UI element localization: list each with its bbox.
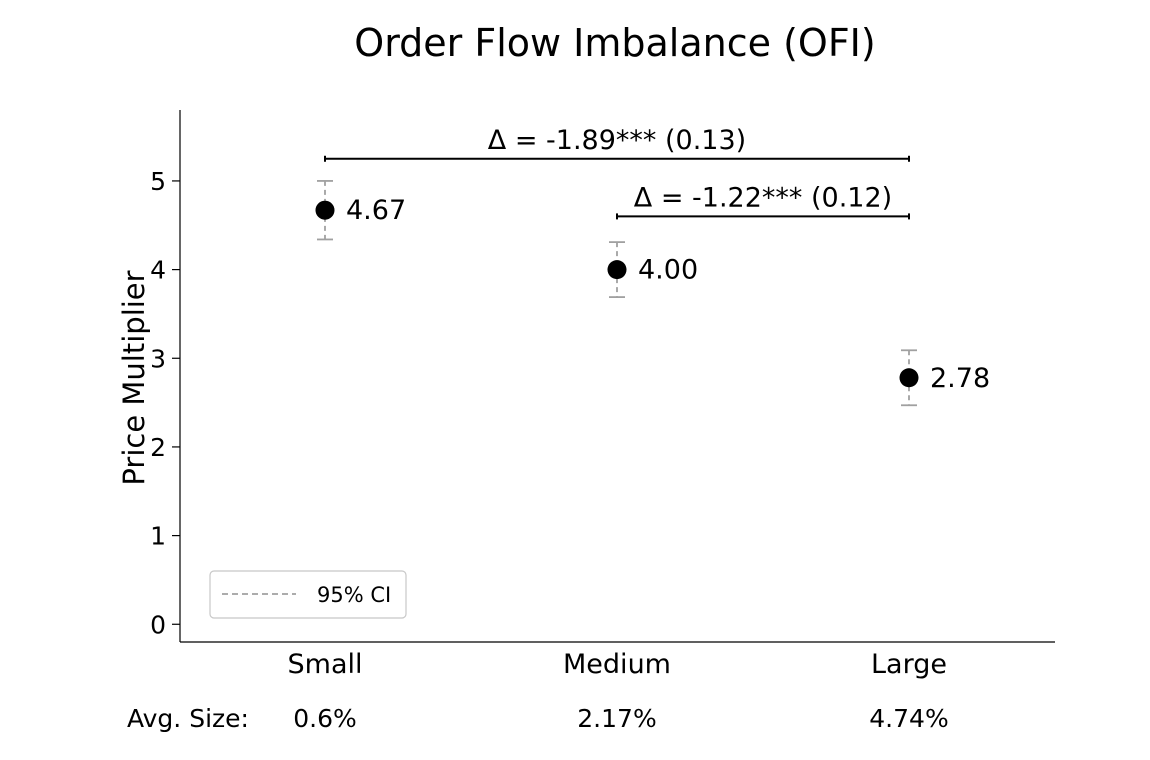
category-label: Small xyxy=(288,649,363,680)
data-points: 4.67 4.00 2.78 xyxy=(315,180,990,407)
y-tick-label: 2 xyxy=(150,433,166,462)
avg-size-value: 4.74% xyxy=(869,704,948,733)
delta-annotations: Δ = -1.89*** (0.13) Δ = -1.22*** (0.12) xyxy=(324,125,910,220)
y-tick-label: 0 xyxy=(150,610,166,639)
data-label: 4.00 xyxy=(638,255,698,286)
avg-size-row: Avg. Size: 0.6% 2.17% 4.74% xyxy=(127,704,949,733)
data-point xyxy=(607,260,627,280)
y-tick-label: 4 xyxy=(150,256,166,285)
category-label: Medium xyxy=(563,649,671,680)
category-label: Large xyxy=(871,649,947,680)
avg-size-value: 2.17% xyxy=(577,704,656,733)
y-ticks: 0 1 2 3 4 5 xyxy=(150,167,180,639)
chart-title: Order Flow Imbalance (OFI) xyxy=(354,21,875,65)
legend: 95% CI xyxy=(209,570,407,619)
avg-size-values: 0.6% 2.17% 4.74% xyxy=(293,704,948,733)
avg-size-label: Avg. Size: xyxy=(127,704,249,733)
avg-size-value: 0.6% xyxy=(293,704,357,733)
y-tick-label: 1 xyxy=(150,522,166,551)
data-label: 4.67 xyxy=(346,195,406,226)
data-point xyxy=(899,368,919,388)
data-point xyxy=(315,200,335,220)
delta-label: Δ = -1.89*** (0.13) xyxy=(488,125,746,156)
category-labels: Small Medium Large xyxy=(288,649,947,680)
legend-label: 95% CI xyxy=(317,583,391,607)
y-tick-label: 5 xyxy=(150,167,166,196)
delta-label: Δ = -1.22*** (0.12) xyxy=(634,182,892,213)
data-label: 2.78 xyxy=(930,363,990,394)
y-tick-label: 3 xyxy=(150,344,166,373)
legend-box xyxy=(209,570,407,619)
y-axis-label: Price Multiplier xyxy=(117,270,151,485)
